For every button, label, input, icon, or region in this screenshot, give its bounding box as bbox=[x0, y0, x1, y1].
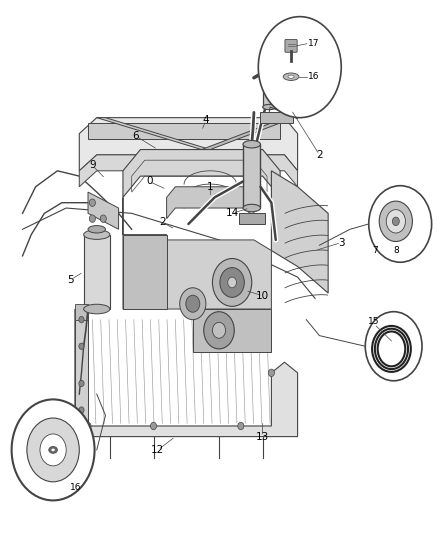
Circle shape bbox=[186, 295, 200, 312]
Polygon shape bbox=[75, 304, 88, 320]
FancyBboxPatch shape bbox=[285, 39, 297, 52]
Text: 8: 8 bbox=[394, 246, 399, 255]
Text: 2: 2 bbox=[159, 217, 166, 228]
Polygon shape bbox=[279, 70, 291, 107]
Ellipse shape bbox=[288, 75, 294, 78]
Ellipse shape bbox=[88, 225, 106, 233]
Text: 4: 4 bbox=[203, 115, 209, 125]
Ellipse shape bbox=[84, 230, 110, 239]
Circle shape bbox=[379, 201, 413, 241]
Circle shape bbox=[258, 17, 341, 118]
Polygon shape bbox=[261, 112, 293, 123]
Ellipse shape bbox=[243, 141, 261, 148]
Text: 16: 16 bbox=[70, 483, 81, 492]
Ellipse shape bbox=[279, 67, 291, 72]
Polygon shape bbox=[79, 118, 297, 171]
Text: 16: 16 bbox=[307, 72, 319, 81]
Circle shape bbox=[228, 277, 237, 288]
Text: 9: 9 bbox=[89, 160, 95, 171]
Polygon shape bbox=[123, 197, 272, 309]
Circle shape bbox=[365, 312, 422, 381]
Ellipse shape bbox=[51, 449, 55, 451]
Polygon shape bbox=[272, 171, 328, 293]
Text: 12: 12 bbox=[151, 445, 165, 455]
Polygon shape bbox=[84, 235, 110, 309]
Text: 3: 3 bbox=[338, 238, 345, 247]
Polygon shape bbox=[88, 192, 119, 229]
Polygon shape bbox=[75, 309, 88, 426]
Circle shape bbox=[268, 369, 275, 376]
Polygon shape bbox=[193, 309, 272, 352]
Polygon shape bbox=[88, 123, 280, 139]
Circle shape bbox=[89, 215, 95, 222]
Circle shape bbox=[386, 209, 406, 233]
Circle shape bbox=[12, 399, 95, 500]
Circle shape bbox=[40, 434, 66, 466]
Polygon shape bbox=[97, 118, 210, 150]
Circle shape bbox=[85, 422, 91, 430]
Polygon shape bbox=[166, 187, 254, 219]
Circle shape bbox=[79, 317, 84, 323]
Text: 1: 1 bbox=[207, 182, 214, 192]
Text: 17: 17 bbox=[307, 39, 319, 49]
Ellipse shape bbox=[243, 204, 261, 212]
Text: 15: 15 bbox=[368, 317, 380, 326]
Text: 6: 6 bbox=[133, 131, 139, 141]
Circle shape bbox=[27, 418, 79, 482]
Polygon shape bbox=[75, 309, 297, 437]
Circle shape bbox=[220, 268, 244, 297]
Polygon shape bbox=[123, 235, 166, 309]
Circle shape bbox=[204, 312, 234, 349]
Circle shape bbox=[79, 407, 84, 413]
Ellipse shape bbox=[49, 447, 57, 454]
Text: 5: 5 bbox=[67, 275, 74, 285]
Polygon shape bbox=[239, 213, 265, 224]
Circle shape bbox=[392, 217, 399, 225]
Polygon shape bbox=[201, 123, 280, 150]
Circle shape bbox=[212, 322, 226, 338]
Polygon shape bbox=[243, 144, 261, 208]
Polygon shape bbox=[123, 150, 280, 197]
Ellipse shape bbox=[283, 73, 299, 80]
Polygon shape bbox=[79, 155, 297, 187]
Ellipse shape bbox=[263, 104, 276, 110]
Ellipse shape bbox=[84, 304, 110, 314]
Circle shape bbox=[150, 422, 156, 430]
Text: 13: 13 bbox=[256, 432, 269, 442]
Circle shape bbox=[79, 380, 84, 386]
Ellipse shape bbox=[263, 62, 276, 67]
Ellipse shape bbox=[279, 104, 291, 110]
Text: 10: 10 bbox=[256, 290, 269, 301]
Text: 2: 2 bbox=[316, 150, 323, 160]
Circle shape bbox=[79, 343, 84, 350]
Circle shape bbox=[369, 185, 431, 262]
Circle shape bbox=[238, 422, 244, 430]
Circle shape bbox=[89, 199, 95, 206]
Circle shape bbox=[180, 288, 206, 320]
Circle shape bbox=[212, 259, 252, 306]
Text: 14: 14 bbox=[226, 208, 239, 219]
Polygon shape bbox=[263, 64, 276, 107]
Text: 7: 7 bbox=[372, 246, 378, 255]
Text: 0: 0 bbox=[146, 176, 152, 187]
Circle shape bbox=[100, 215, 106, 222]
